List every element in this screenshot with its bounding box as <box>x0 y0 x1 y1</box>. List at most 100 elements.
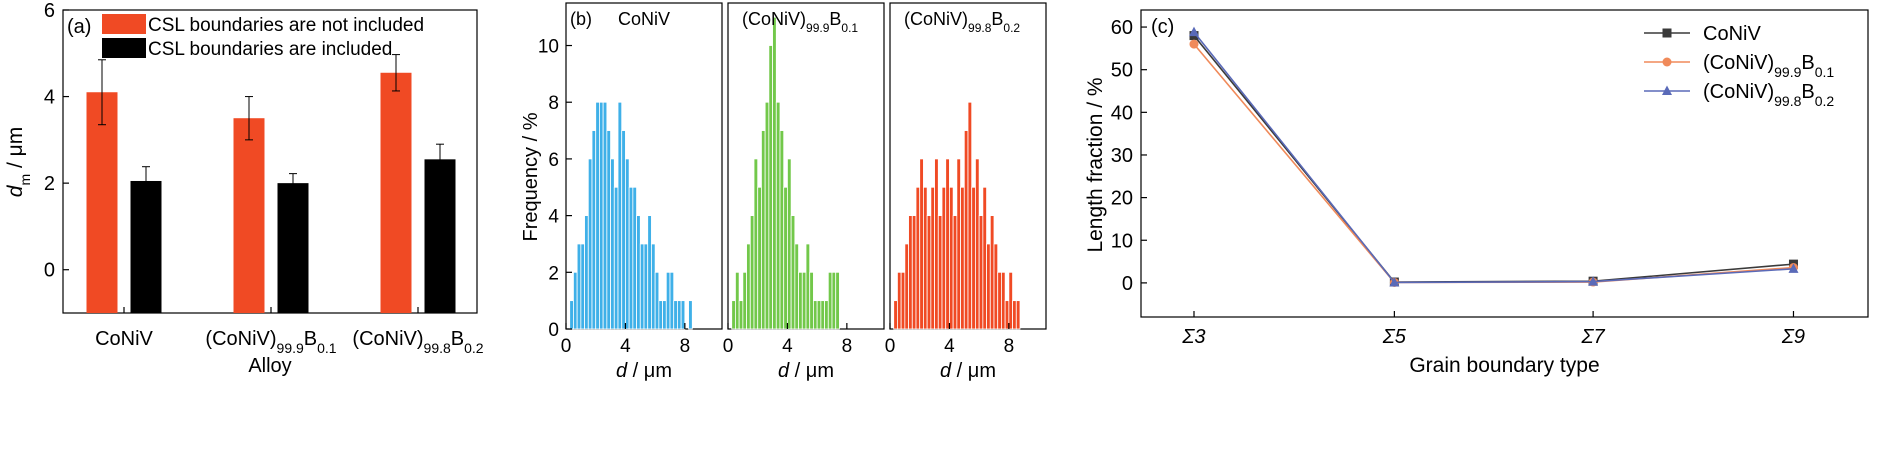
hist-bar <box>746 243 751 330</box>
plot-frame-a <box>62 9 478 314</box>
hist-bar <box>1015 300 1021 330</box>
hist-bar <box>926 215 932 330</box>
hist-bar <box>941 186 947 330</box>
hist-bar <box>783 186 788 330</box>
hist-bar <box>749 215 755 330</box>
y-tick-label-c: 0 <box>1122 273 1133 295</box>
hist-bar <box>772 16 777 330</box>
hist-bar <box>820 300 825 330</box>
legend-swatch-a <box>102 14 146 34</box>
hist-bar <box>584 215 589 330</box>
hist-bar <box>956 158 961 330</box>
y-axis-label-b: Frequency / % <box>520 112 542 241</box>
hist-bar <box>669 271 675 330</box>
hist-bar <box>835 271 840 330</box>
hist-bar <box>658 300 663 330</box>
hist-bar <box>982 186 987 330</box>
y-tick-label-c: 20 <box>1111 188 1133 210</box>
hist-bar <box>790 215 796 330</box>
hist-bar <box>930 186 935 330</box>
hist-bar <box>628 186 634 330</box>
x-tick-label-a: (CoNiV)99.9B0.1 <box>205 328 336 356</box>
hist-bar <box>893 300 898 330</box>
hist-bar <box>997 271 1002 330</box>
legend-label-c: CoNiV <box>1703 23 1761 45</box>
hist-bar <box>809 271 814 330</box>
hist-bar <box>1008 271 1013 330</box>
hist-bar <box>613 186 619 330</box>
y-axis-label-c: Length fraction / % <box>1084 77 1107 252</box>
hist-bar <box>587 158 593 330</box>
x-tick-label-b: 8 <box>680 336 691 357</box>
hist-bar <box>647 215 652 330</box>
hist-bar <box>779 130 785 330</box>
hist-bar <box>591 130 597 330</box>
hist-bar <box>654 271 660 330</box>
hist-bar <box>665 271 671 330</box>
y-tick-label-b: 6 <box>548 150 559 171</box>
hist-bar <box>775 101 781 330</box>
hist-bar <box>915 186 921 330</box>
x-tick-label-b: 8 <box>842 336 853 357</box>
hist-title: (CoNiV)99.8B0.2 <box>904 9 1020 35</box>
hist-bar <box>738 300 744 330</box>
hist-bar <box>919 158 924 330</box>
hist-bar <box>831 271 837 330</box>
y-tick-label-a: 4 <box>44 87 55 109</box>
hist-bar <box>643 243 649 330</box>
hist-bar <box>949 186 954 330</box>
hist-bar <box>827 271 833 330</box>
hist-bar <box>599 101 604 330</box>
x-axis-label-b: d / μm <box>778 360 834 382</box>
y-tick-label-b: 2 <box>548 263 559 284</box>
x-tick-label-b: 4 <box>620 336 631 357</box>
x-tick-label-a: (CoNiV)99.8B0.2 <box>352 328 483 356</box>
hist-bar <box>673 300 678 330</box>
hist-bar <box>731 300 736 330</box>
hist-bar <box>625 158 630 330</box>
hist-bar <box>963 130 969 330</box>
hist-bar <box>580 243 585 330</box>
hist-bar <box>911 215 917 330</box>
hist-bar <box>595 101 600 330</box>
hist-bar <box>753 158 759 330</box>
hist-bar <box>986 243 991 330</box>
data-point <box>1788 263 1799 273</box>
legend-swatch-a <box>102 38 146 58</box>
hist-bar <box>908 215 913 330</box>
data-point <box>1588 276 1599 286</box>
y-tick-label-a: 0 <box>44 260 55 282</box>
y-tick-label-b: 10 <box>538 37 559 58</box>
hist-bar <box>787 158 792 330</box>
x-tick-label-b: 0 <box>885 336 896 357</box>
hist-bar <box>569 300 574 330</box>
data-point <box>1662 28 1672 38</box>
hist-bar <box>662 300 667 330</box>
x-tick-label-c: Σ9 <box>1781 326 1805 348</box>
y-tick-label-b: 8 <box>548 93 559 114</box>
hist-bar <box>794 243 799 330</box>
data-point <box>1389 276 1400 287</box>
hist-bar <box>1001 271 1006 330</box>
hist-bar <box>971 186 976 330</box>
plot-frame-c <box>1140 9 1869 318</box>
hist-bar <box>573 271 578 330</box>
hist-bar <box>801 271 807 330</box>
hist-bar <box>688 300 693 330</box>
y-axis-label-a: dm / μm <box>4 127 33 197</box>
hist-bar <box>960 186 965 330</box>
bar <box>424 159 456 313</box>
x-axis-label-b: d / μm <box>616 360 672 382</box>
x-axis-label-a: Alloy <box>248 355 291 377</box>
legend-label-c: (CoNiV)99.9B0.1 <box>1703 52 1834 80</box>
legend-label-a: CSL boundaries are not included <box>148 15 424 36</box>
bar <box>380 72 412 313</box>
hist-bar <box>1012 300 1017 330</box>
hist-bar <box>824 300 829 330</box>
hist-bar <box>798 271 803 330</box>
series-line <box>1193 43 1794 284</box>
legend-label-a: CSL boundaries are included <box>148 39 392 60</box>
hist-bar <box>952 215 958 330</box>
y-tick-label-c: 50 <box>1111 60 1133 82</box>
hist-bar <box>735 271 740 330</box>
